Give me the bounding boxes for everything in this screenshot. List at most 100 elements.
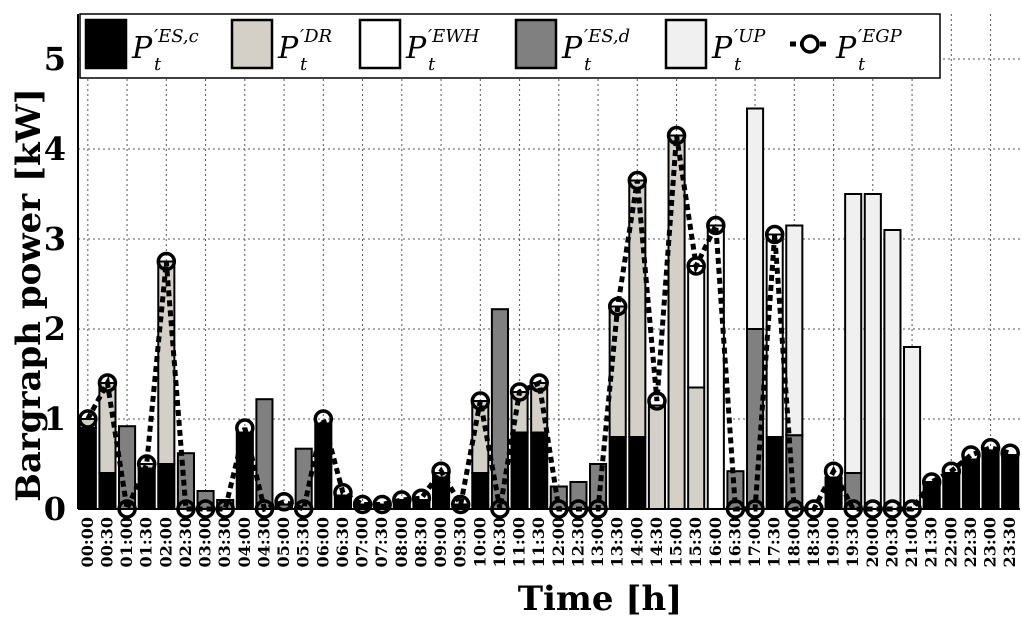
bar-dr	[647, 404, 666, 510]
bar-up	[844, 193, 863, 474]
legend-label-sub: t	[300, 54, 308, 75]
legend-label-base: P	[405, 31, 427, 66]
y-tick-label: 3	[44, 220, 66, 258]
x-tick-label: 11:00	[510, 517, 529, 567]
x-tick-label: 22:00	[941, 517, 960, 567]
legend-entry: P ′EWH t	[358, 18, 480, 75]
x-tick-label: 07:00	[353, 517, 372, 567]
legend-label-sub: t	[428, 54, 436, 75]
y-tick-label: 5	[44, 40, 66, 78]
bar-esc	[981, 449, 1000, 510]
legend-label-base: P	[131, 31, 153, 66]
legend-entry: P ′ES,c t	[84, 18, 199, 75]
x-tick-label: 12:30	[568, 517, 587, 567]
x-tick-label: 13:30	[608, 517, 627, 567]
egp-point	[647, 391, 667, 411]
bar-esc	[510, 431, 529, 510]
x-tick-label: 12:00	[549, 517, 568, 567]
legend-label-base: P	[835, 31, 857, 66]
x-tick-label: 00:00	[78, 517, 97, 567]
legend-label-base: P	[711, 31, 733, 66]
x-tick-label: 16:00	[706, 517, 725, 567]
legend-label-sup: ′EWH	[428, 26, 480, 47]
x-tick-label: 13:00	[588, 517, 607, 567]
legend-label-sup: ′DR	[300, 26, 332, 47]
egp-point	[1000, 443, 1020, 463]
egp-point	[961, 445, 981, 465]
bar-ewh	[706, 224, 725, 510]
bar-ewh	[687, 265, 706, 389]
egp-point	[666, 125, 687, 146]
x-tick-label: 04:00	[235, 517, 254, 567]
bar-esc	[961, 458, 980, 510]
x-tick-label: 06:30	[333, 517, 352, 567]
egp-point	[607, 296, 628, 317]
egp-point	[313, 409, 334, 429]
egp-point	[627, 170, 648, 191]
egp-point	[431, 461, 451, 481]
x-tick-label: 10:00	[470, 517, 489, 567]
egp-point	[941, 461, 962, 481]
x-tick-label: 14:00	[627, 517, 646, 567]
x-tick-label: 22:30	[961, 517, 980, 567]
x-tick-label: 21:00	[902, 517, 921, 567]
x-tick-label: 07:30	[372, 517, 391, 567]
bar-esd	[255, 398, 274, 511]
y-axis-label: Bargraph power [kW]	[9, 88, 49, 502]
egp-point	[235, 418, 255, 438]
x-tick-label: 03:30	[215, 517, 234, 567]
x-tick-label: 09:00	[431, 517, 450, 567]
legend-label-base: P	[561, 31, 583, 66]
egp-point	[78, 409, 98, 429]
x-tick-label: 20:00	[863, 517, 882, 567]
bar-esc	[765, 436, 784, 510]
legend-swatch	[514, 18, 558, 70]
bar-esc	[530, 431, 549, 510]
bar-esc	[471, 472, 490, 510]
x-tick-label: 02:00	[156, 517, 175, 567]
y-tick-label: 2	[44, 310, 66, 348]
legend-label-sub: t	[584, 54, 592, 75]
x-tick-label: 15:00	[667, 517, 686, 567]
legend-swatch-marker	[800, 34, 820, 54]
legend-label-sub: t	[734, 54, 742, 75]
egp-point	[921, 472, 942, 492]
legend-swatch	[230, 18, 274, 70]
legend-swatch	[664, 18, 708, 70]
legend-box	[79, 13, 941, 79]
y-tick-label: 4	[44, 130, 66, 168]
egp-point	[529, 373, 549, 393]
x-tick-label: 16:30	[725, 517, 744, 567]
egp-point	[411, 488, 432, 508]
legend-label-sup: ′ES,d	[584, 26, 630, 47]
legend-label-sub: t	[858, 54, 866, 75]
x-tick-label: 19:00	[824, 517, 843, 567]
x-axis-label: Time [h]	[518, 579, 683, 618]
x-tick-label: 00:30	[97, 517, 116, 567]
bar-up	[785, 224, 804, 437]
x-tick-label: 02:30	[176, 517, 195, 567]
x-tick-label: 18:30	[804, 517, 823, 567]
egp-point	[980, 438, 1001, 458]
egp-point	[764, 224, 785, 245]
x-tick-label: 23:30	[1000, 517, 1019, 567]
bar-esc	[628, 436, 647, 510]
x-tick-label: 15:30	[686, 517, 705, 567]
x-tick-label: 23:00	[981, 517, 1000, 567]
egp-point	[509, 382, 530, 402]
legend-entry: P ′EGP t	[790, 26, 903, 75]
legend-label-sup: ′ES,c	[154, 26, 199, 47]
legend-label-sub: t	[154, 54, 162, 75]
egp-point	[352, 494, 373, 515]
x-tick-label: 17:30	[765, 517, 784, 567]
egp-point	[706, 215, 726, 236]
x-tick-label: 20:30	[882, 517, 901, 567]
bar-up	[903, 346, 922, 510]
x-tick-label: 04:30	[254, 517, 273, 567]
x-tick-label: 09:30	[451, 517, 470, 567]
egp-point	[136, 454, 157, 474]
bar-dr	[687, 386, 706, 510]
egp-point	[470, 391, 491, 411]
legend-entry: P ′DR t	[230, 18, 332, 75]
